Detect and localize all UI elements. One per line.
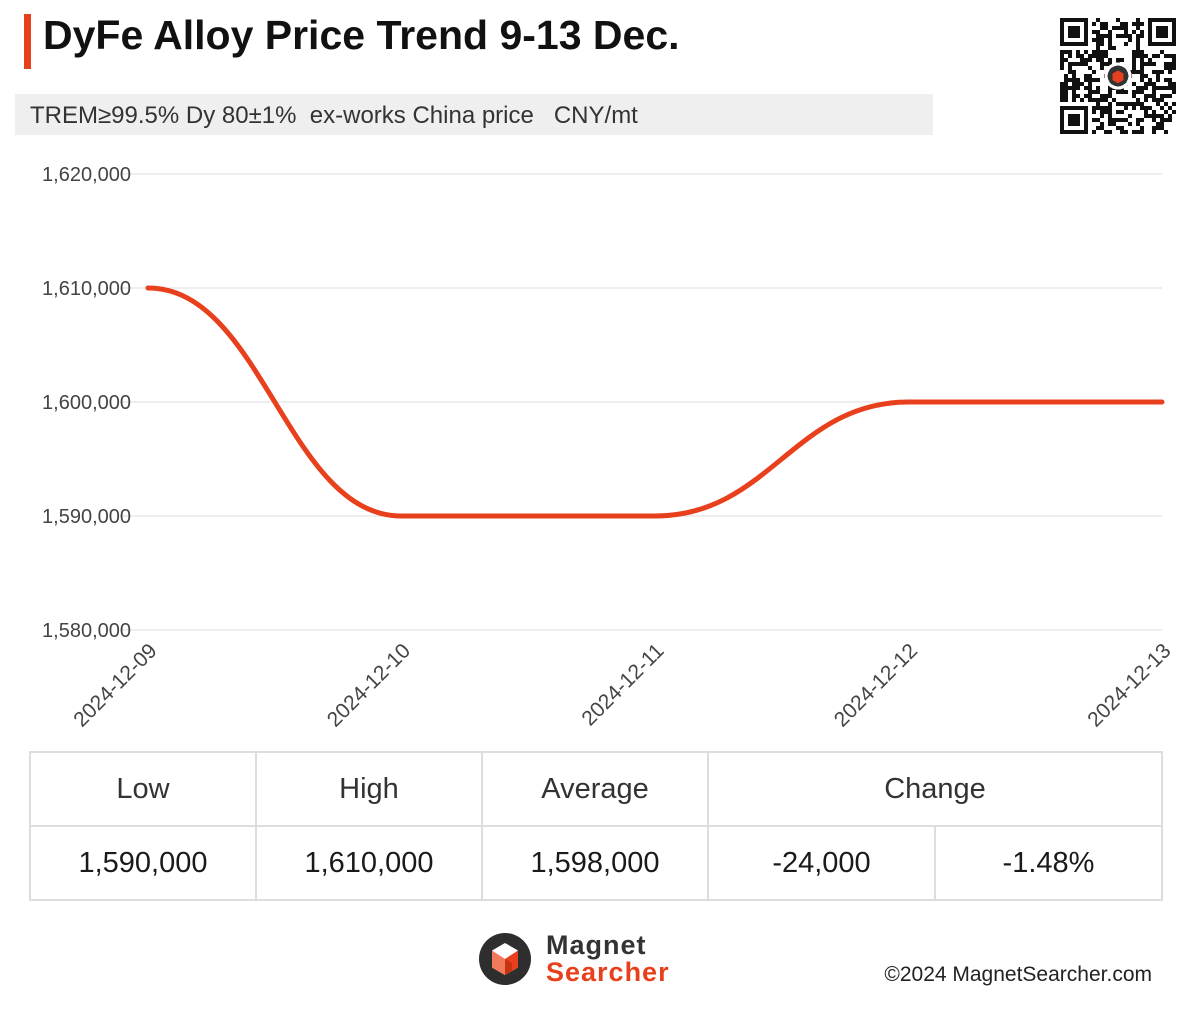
y-tick-label: 1,610,000 bbox=[42, 278, 131, 300]
logo-mark-icon bbox=[479, 933, 531, 985]
y-tick-label: 1,580,000 bbox=[42, 620, 131, 642]
page-title: DyFe Alloy Price Trend 9-13 Dec. bbox=[43, 12, 680, 58]
high-header: High bbox=[255, 751, 483, 827]
subtitle-banner: TREM≥99.5% Dy 80±1% ex-works China price… bbox=[15, 94, 933, 135]
low-value: 1,590,000 bbox=[29, 825, 257, 901]
price-line-chart: 1,620,000 1,610,000 1,600,000 1,590,000 1,58… bbox=[42, 164, 1176, 731]
average-value: 1,598,000 bbox=[481, 825, 709, 901]
y-tick-label: 1,590,000 bbox=[42, 506, 131, 528]
change-percent-value: -1.48% bbox=[934, 825, 1163, 901]
x-tick-label: 2024-12-11 bbox=[577, 639, 668, 730]
copyright-text: ©2024 MagnetSearcher.com bbox=[884, 963, 1152, 986]
high-value: 1,610,000 bbox=[255, 825, 483, 901]
title-accent-bar bbox=[24, 14, 31, 69]
subtitle: TREM≥99.5% Dy 80±1% ex-works China price… bbox=[30, 102, 638, 129]
change-absolute-value: -24,000 bbox=[707, 825, 936, 901]
magnet-searcher-logo: Magnet Searcher bbox=[478, 930, 688, 990]
x-tick-label: 2024-12-13 bbox=[1083, 639, 1175, 731]
x-tick-label: 2024-12-09 bbox=[69, 639, 161, 731]
y-tick-label: 1,600,000 bbox=[42, 392, 131, 414]
logo-word-searcher: Searcher bbox=[546, 957, 670, 987]
stats-header-row: Low High Average Change bbox=[29, 751, 1163, 827]
average-header: Average bbox=[481, 751, 709, 827]
price-stats-table: Low High Average Change 1,590,000 1,610,… bbox=[29, 751, 1163, 901]
change-header: Change bbox=[707, 751, 1163, 827]
x-tick-label: 2024-12-12 bbox=[830, 639, 922, 731]
x-tick-label: 2024-12-10 bbox=[323, 639, 415, 731]
logo-word-magnet: Magnet bbox=[546, 930, 647, 960]
price-series-line bbox=[145, 285, 1165, 519]
y-tick-label: 1,620,000 bbox=[42, 164, 131, 186]
qr-code-icon bbox=[1060, 18, 1176, 134]
low-header: Low bbox=[29, 751, 257, 827]
stats-value-row: 1,590,000 1,610,000 1,598,000 -24,000 -1… bbox=[29, 825, 1163, 901]
